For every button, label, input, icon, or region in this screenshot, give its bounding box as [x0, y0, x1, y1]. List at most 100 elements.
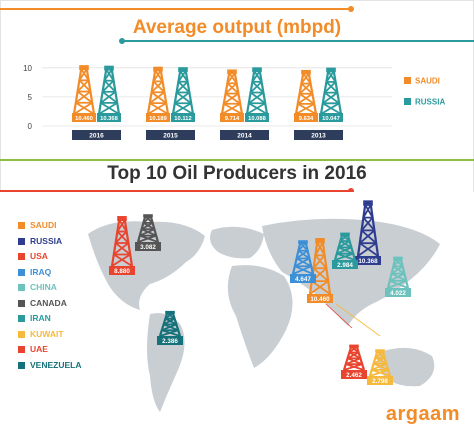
producer-value-box	[290, 274, 316, 283]
producers-legend-label: CHINA	[30, 282, 57, 292]
output-category-label: 2015	[163, 133, 178, 140]
kuwait-connector	[335, 303, 381, 337]
producers-legend-label: SAUDI	[30, 220, 57, 230]
output-value-label: 9.634	[299, 116, 314, 122]
producers-legend-swatch	[18, 330, 25, 338]
producer-derrick-canada	[136, 214, 160, 243]
output-ytick-label: 0	[28, 122, 33, 131]
uae-connector	[325, 303, 353, 329]
output-value-label: 10.460	[75, 116, 93, 122]
output-value-box	[72, 113, 96, 122]
output-chart-title: Average output (mbpd)	[132, 17, 342, 38]
output-value-label: 10.189	[149, 116, 168, 122]
producers-legend-item: IRAN	[18, 311, 81, 327]
legend-russia: RUSSIA	[404, 97, 445, 106]
producers-legend-label: RUSSIA	[30, 235, 63, 246]
producers-chart-title: Top 10 Oil Producers in 2016	[107, 163, 367, 184]
output-bar-saudi	[146, 66, 170, 115]
producers-legend-swatch	[18, 284, 25, 292]
producers-legend-label: VENEZUELA	[30, 359, 82, 370]
producers-legend-item: UAE	[18, 342, 81, 358]
map-title-rule	[0, 190, 350, 192]
producer-value-label: 2.984	[337, 262, 353, 269]
producer-value-box	[332, 260, 358, 269]
section-rule	[0, 159, 474, 161]
legend-saudi-swatch	[404, 77, 411, 85]
producer-value-box	[307, 294, 333, 303]
legend-russia-label: RUSSIA	[415, 97, 446, 107]
output-value-box	[319, 113, 343, 122]
producer-value-label: 2.386	[162, 338, 178, 345]
output-bar-saudi	[294, 69, 318, 115]
producers-legend-item: USA	[18, 249, 81, 265]
producer-value-box	[341, 370, 367, 379]
continent-shape	[210, 226, 264, 259]
output-category-box	[72, 130, 121, 140]
producers-legend-label: USA	[30, 251, 48, 261]
output-category-label: 2014	[237, 133, 252, 140]
producers-legend-item: CANADA	[18, 296, 81, 312]
title-rule-dot	[119, 38, 125, 44]
output-value-box	[220, 113, 244, 122]
producers-legend-item: VENEZUELA	[18, 358, 81, 374]
output-bar-saudi	[220, 69, 244, 115]
legend-saudi-label: SAUDI	[415, 76, 440, 86]
producer-value-label: 8.880	[114, 268, 130, 275]
legend-russia-swatch	[404, 98, 411, 106]
producers-legend-item: KUWAIT	[18, 327, 81, 343]
output-value-box	[294, 113, 318, 122]
producers-legend-swatch	[18, 222, 25, 230]
producer-value-label: 2.462	[346, 372, 362, 379]
producers-legend-item: RUSSIA	[18, 234, 81, 250]
producer-derrick-iran	[333, 232, 357, 261]
producer-value-label: 2.798	[372, 378, 388, 385]
producers-legend-swatch	[18, 346, 25, 354]
output-value-box	[146, 113, 170, 122]
output-value-label: 10.112	[174, 116, 191, 122]
producers-legend-label: IRAQ	[30, 266, 52, 277]
producer-derrick-china	[386, 256, 410, 289]
producers-legend: SAUDI RUSSIA USA IRAQ CHINA CANADA IRAN KUWAIT U…	[18, 218, 81, 373]
producers-legend-swatch	[18, 237, 25, 245]
output-ytick-label: 10	[23, 64, 32, 73]
producer-value-box	[157, 336, 183, 345]
brand-logo: argaam	[385, 403, 460, 425]
continent-shape	[227, 265, 293, 368]
output-value-box	[245, 113, 269, 122]
producers-legend-label: KUWAIT	[30, 328, 64, 339]
output-value-label: 9.714	[225, 116, 240, 122]
map-title-rule-dot	[348, 188, 354, 194]
title-rule	[122, 40, 474, 42]
output-chart: 0 5 10 10.460 10.368 2016 10.189 10.112 2015 9.71…	[23, 64, 392, 140]
output-category-label: 2013	[311, 133, 326, 140]
output-bar-russia	[245, 67, 269, 115]
producers-legend-item: CHINA	[18, 280, 81, 296]
producers-legend-swatch	[18, 253, 25, 261]
output-value-label: 10.368	[100, 116, 119, 122]
producer-value-label: 4.647	[295, 276, 311, 283]
output-value-box	[97, 113, 121, 122]
producer-value-label: 10.460	[310, 296, 330, 303]
output-category-box	[146, 130, 195, 140]
output-bar-russia	[97, 65, 121, 115]
producer-value-label: 10.368	[358, 258, 378, 265]
producer-derrick-russia	[356, 200, 380, 257]
producer-derrick-usa	[110, 216, 134, 267]
producers-legend-label: IRAN	[30, 313, 51, 323]
producers-legend-label: CANADA	[30, 297, 67, 308]
producers-legend-item: SAUDI	[18, 218, 81, 234]
producers-legend-item: IRAQ	[18, 265, 81, 281]
producer-value-label: 4.022	[390, 290, 406, 297]
top-rule	[0, 8, 350, 10]
output-ytick-label: 5	[28, 93, 33, 102]
output-value-label: 10.088	[248, 116, 267, 122]
top-rule-dot	[348, 6, 354, 12]
output-category-box	[294, 130, 343, 140]
producer-value-box	[385, 288, 411, 297]
producer-value-box	[135, 242, 161, 251]
producer-derrick-saudi	[308, 238, 332, 295]
producers-legend-swatch	[18, 268, 25, 276]
legend-saudi: SAUDI	[404, 76, 440, 85]
producers-legend-swatch	[18, 315, 25, 323]
output-category-box	[220, 130, 269, 140]
